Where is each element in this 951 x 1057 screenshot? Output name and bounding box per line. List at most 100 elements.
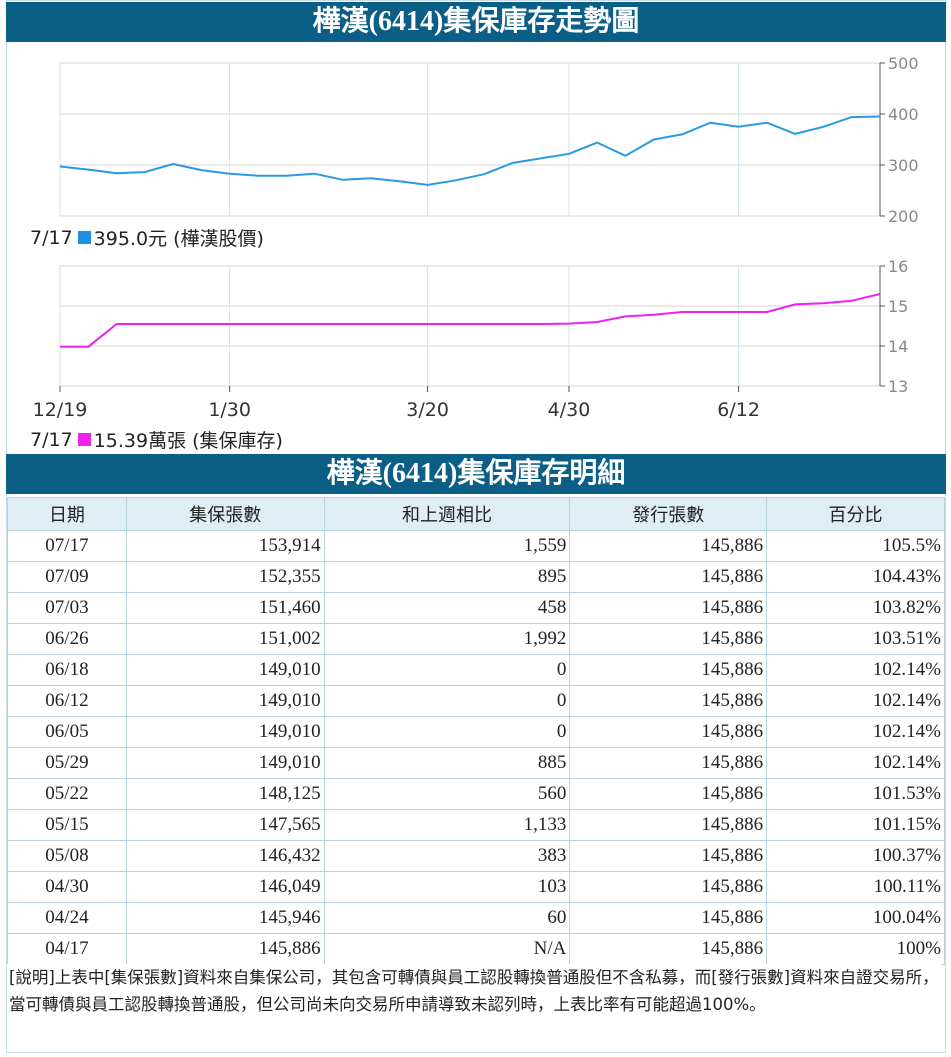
explanation-note: [說明]上表中[集保張數]資料來自集保公司，其包含可轉債與員工認股轉換普通股但不…	[7, 964, 941, 1018]
cell-issued-shares: 145,886	[569, 685, 768, 717]
cell-percentage: 102.14%	[766, 716, 945, 748]
widget-frame	[6, 0, 946, 1053]
x-axis-labels: 12/19 1/30 3/20 4/30 6/12	[33, 386, 760, 421]
cell-issued-shares: 145,886	[569, 840, 768, 872]
cell-tdcc-shares: 149,010	[125, 654, 325, 686]
table-header-row: 日期 集保張數 和上週相比 發行張數 百分比	[7, 497, 945, 531]
header-percentage: 百分比	[766, 497, 945, 531]
cell-percentage: 101.15%	[766, 809, 945, 841]
price-legend-date: 7/17	[30, 226, 73, 249]
cell-percentage: 103.82%	[766, 592, 945, 624]
cell-date: 07/17	[7, 530, 127, 562]
price-legend-text: 395.0元 (樺漢股價)	[93, 228, 264, 250]
cell-tdcc-shares: 147,565	[125, 809, 325, 841]
price-y-tick-label: 500	[888, 54, 919, 73]
cell-percentage: 104.43%	[766, 561, 945, 593]
cell-date: 05/08	[7, 840, 127, 872]
cell-issued-shares: 145,886	[569, 902, 768, 934]
cell-weekly-change: 0	[323, 716, 571, 748]
cell-weekly-change: 0	[323, 654, 571, 686]
cell-weekly-change: 60	[323, 902, 571, 934]
cell-date: 05/29	[7, 747, 127, 779]
cell-weekly-change: 383	[323, 840, 571, 872]
cell-date: 04/30	[7, 871, 127, 903]
cell-issued-shares: 145,886	[569, 716, 768, 748]
x-tick-label: 1/30	[208, 399, 251, 421]
cell-date: 05/22	[7, 778, 127, 810]
cell-percentage: 103.51%	[766, 623, 945, 655]
cell-tdcc-shares: 145,946	[125, 902, 325, 934]
cell-date: 04/24	[7, 902, 127, 934]
price-y-tick-label: 200	[888, 207, 919, 226]
inventory-chart: 13 14 15 16	[59, 257, 908, 396]
header-tdcc-shares: 集保張數	[125, 497, 325, 531]
x-tick-label: 3/20	[406, 399, 449, 421]
cell-percentage: 102.14%	[766, 654, 945, 686]
cell-issued-shares: 145,886	[569, 623, 768, 655]
cell-percentage: 100.04%	[766, 902, 945, 934]
inventory-legend-swatch	[77, 433, 91, 446]
cell-tdcc-shares: 152,355	[125, 561, 325, 593]
price-legend: 7/17 395.0元 (樺漢股價)	[30, 224, 264, 251]
inventory-plot-area	[59, 265, 881, 387]
cell-percentage: 105.5%	[766, 530, 945, 562]
cell-issued-shares: 145,886	[569, 530, 768, 562]
cell-percentage: 102.14%	[766, 685, 945, 717]
cell-tdcc-shares: 149,010	[125, 685, 325, 717]
cell-percentage: 100.37%	[766, 840, 945, 872]
cell-percentage: 102.14%	[766, 747, 945, 779]
table-title-banner: 樺漢(6414)集保庫存明細	[6, 454, 946, 494]
table-row: 06/12 149,010 0 145,886 102.14%	[7, 685, 945, 717]
chart-title-banner: 樺漢(6414)集保庫存走勢圖	[6, 2, 946, 42]
cell-weekly-change: 895	[323, 561, 571, 593]
table-row: 06/05 149,010 0 145,886 102.14%	[7, 716, 945, 748]
cell-weekly-change: 103	[323, 871, 571, 903]
cell-tdcc-shares: 145,886	[125, 933, 325, 965]
price-series-line	[59, 115, 881, 186]
cell-percentage: 100.11%	[766, 871, 945, 903]
cell-tdcc-shares: 151,002	[125, 623, 325, 655]
cell-date: 06/05	[7, 716, 127, 748]
cell-issued-shares: 145,886	[569, 778, 768, 810]
x-tick-label: 4/30	[548, 399, 591, 421]
cell-tdcc-shares: 146,049	[125, 871, 325, 903]
cell-weekly-change: 885	[323, 747, 571, 779]
cell-tdcc-shares: 149,010	[125, 747, 325, 779]
cell-weekly-change: 560	[323, 778, 571, 810]
inventory-y-tick-label: 13	[888, 377, 908, 396]
cell-tdcc-shares: 149,010	[125, 716, 325, 748]
cell-date: 06/26	[7, 623, 127, 655]
inventory-series-line	[60, 293, 881, 348]
cell-issued-shares: 145,886	[569, 592, 768, 624]
cell-percentage: 101.53%	[766, 778, 945, 810]
cell-weekly-change: 1,992	[323, 623, 571, 655]
cell-weekly-change: 1,559	[323, 530, 571, 562]
inventory-table: 日期 集保張數 和上週相比 發行張數 百分比 07/17 153,914 1,559…	[7, 497, 945, 965]
table-row: 04/24 145,946 60 145,886 100.04%	[7, 902, 945, 934]
inventory-y-tick-label: 15	[888, 297, 908, 316]
table-row: 07/09 152,355 895 145,886 104.43%	[7, 561, 945, 593]
cell-date: 06/18	[7, 654, 127, 686]
inventory-legend: 7/17 15.39萬張 (集保庫存)	[30, 426, 283, 453]
table-row: 05/15 147,565 1,133 145,886 101.15%	[7, 809, 945, 841]
cell-tdcc-shares: 153,914	[125, 530, 325, 562]
cell-issued-shares: 145,886	[569, 747, 768, 779]
cell-issued-shares: 145,886	[569, 654, 768, 686]
header-date: 日期	[7, 497, 127, 531]
price-chart: 200 300 400 500	[59, 54, 919, 226]
table-row: 05/08 146,432 383 145,886 100.37%	[7, 840, 945, 872]
table-row: 04/30 146,049 103 145,886 100.11%	[7, 871, 945, 903]
cell-issued-shares: 145,886	[569, 561, 768, 593]
price-plot-area	[59, 62, 881, 217]
price-legend-swatch	[77, 231, 91, 244]
price-y-tick-label: 300	[888, 156, 919, 175]
cell-date: 07/03	[7, 592, 127, 624]
inventory-legend-date: 7/17	[30, 428, 73, 451]
cell-weekly-change: 458	[323, 592, 571, 624]
cell-date: 05/15	[7, 809, 127, 841]
header-issued-shares: 發行張數	[569, 497, 768, 531]
cell-issued-shares: 145,886	[569, 871, 768, 903]
cell-weekly-change: 1,133	[323, 809, 571, 841]
header-weekly-change: 和上週相比	[323, 497, 571, 531]
cell-tdcc-shares: 151,460	[125, 592, 325, 624]
